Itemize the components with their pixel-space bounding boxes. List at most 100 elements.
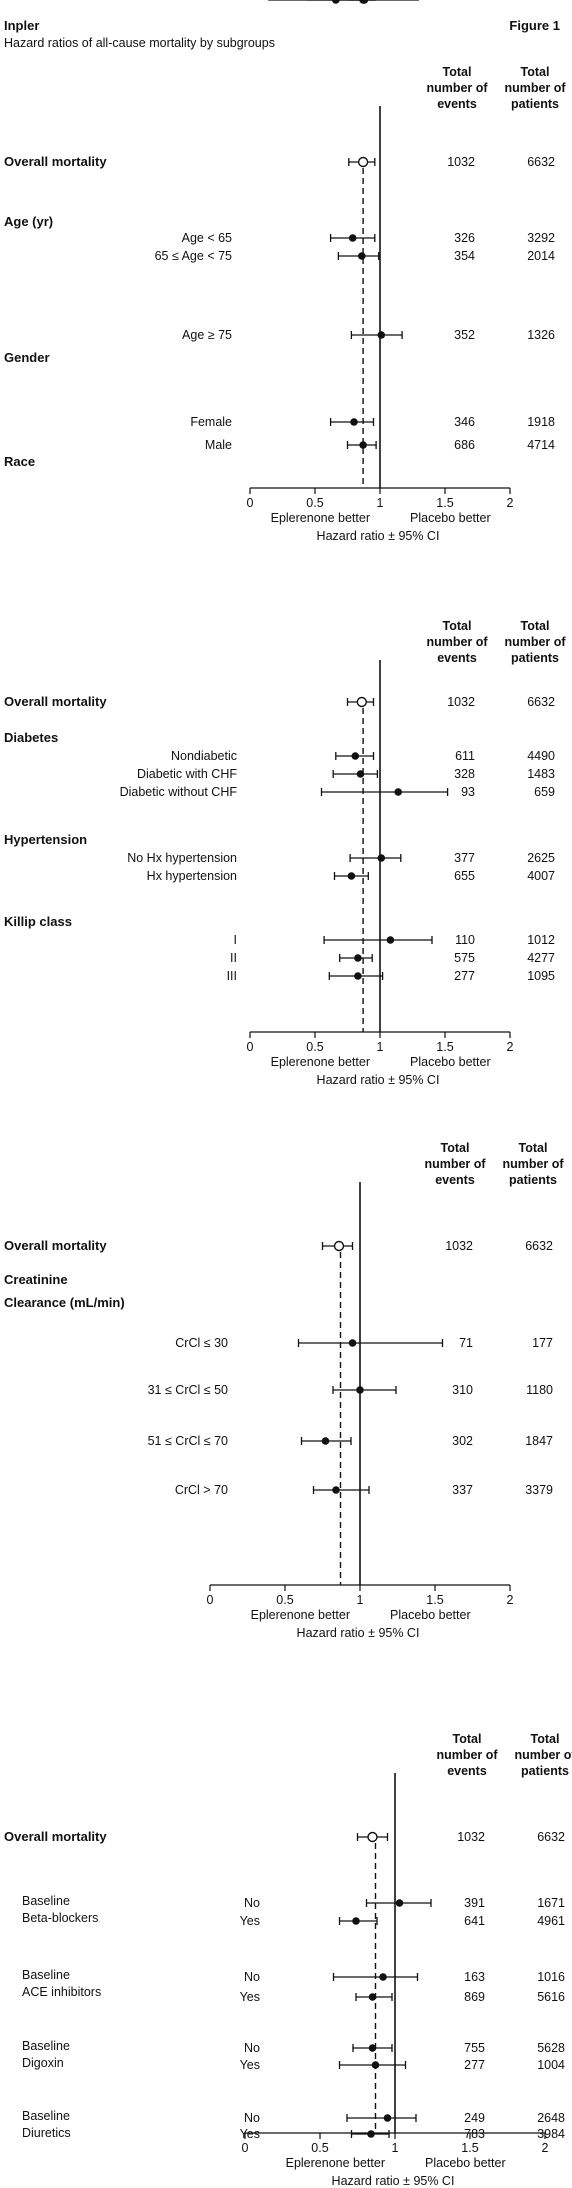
subgroup-label: Caucasian [173, 0, 232, 3]
subgroup-header: Race [4, 454, 35, 469]
subgroup-label: No [244, 1970, 260, 1984]
subgroup-label: Yes [240, 2127, 260, 2141]
events-value: 71 [459, 1336, 473, 1350]
hr-point [386, 936, 395, 944]
events-value: 1032 [445, 1239, 473, 1253]
subgroup-label: 65 ≤ Age < 75 [155, 249, 232, 263]
subgroup-label: Yes [240, 1914, 260, 1928]
subgroup-label: Yes [240, 1990, 260, 2004]
events-value: 249 [464, 2111, 485, 2125]
hr-point [321, 1437, 330, 1445]
hr-point [350, 418, 358, 426]
eplerenone-better-label: Eplerenone better [286, 2156, 385, 2170]
patients-value: 1918 [527, 415, 555, 429]
figure-subtitle: Hazard ratios of all-cause mortality by … [4, 36, 275, 50]
x-tick-label: 0.5 [306, 1040, 323, 1054]
patients-column-header: Total [519, 1141, 548, 1155]
x-tick-label: 1.5 [461, 2141, 478, 2155]
subgroup-label: IV [225, 0, 237, 3]
x-tick-label: 1 [377, 1040, 384, 1054]
events-value: 302 [452, 1434, 473, 1448]
events-column-header: events [437, 97, 477, 111]
patients-value: 4714 [527, 438, 555, 452]
x-tick-label: 0 [242, 2141, 249, 2155]
overall-hr-point [357, 156, 369, 168]
subgroup-label: CrCl ≤ 30 [175, 1336, 228, 1350]
events-value: 328 [454, 767, 475, 781]
patients-value: 5628 [537, 2041, 565, 2055]
hr-point [359, 441, 367, 449]
x-axis-title: Hazard ratio ± 95% CI [317, 1073, 440, 1087]
subgroup-label: 31 ≤ CrCl ≤ 50 [148, 1383, 228, 1397]
subgroup-label: No [244, 2041, 260, 2055]
placebo-better-label: Placebo better [390, 1608, 471, 1622]
x-tick-label: 0.5 [306, 496, 323, 510]
patients-value: 207 [534, 0, 555, 3]
events-value: 869 [464, 1990, 485, 2004]
x-tick-label: 2 [507, 1040, 514, 1054]
subgroup-label: Age < 65 [182, 231, 232, 245]
subgroup-header: Creatinine [4, 1272, 68, 1287]
forest-plot-diabetes-hypertension-killip: Total number of events Total number of patien… [4, 0, 566, 1087]
overall-hr-point [356, 696, 367, 708]
hr-point [351, 752, 360, 760]
patients-column-header: patients [509, 1173, 557, 1187]
patients-value: 2648 [537, 2111, 565, 2125]
x-tick-label: 2 [507, 496, 514, 510]
subgroup-label: Non-Caucasian [146, 0, 232, 3]
group-label: ACE inhibitors [22, 1985, 101, 1999]
x-tick-label: 2 [542, 2141, 549, 2155]
patients-value: 4007 [527, 869, 555, 883]
group-label: Beta-blockers [22, 1911, 98, 1925]
patients-value: 2625 [527, 851, 555, 865]
patients-value: 1671 [537, 1896, 565, 1910]
hr-point [395, 1899, 404, 1907]
hr-point [348, 234, 357, 242]
patients-value: 4961 [537, 1914, 565, 1928]
x-tick-label: 0.5 [276, 1593, 293, 1607]
patients-value: 1326 [527, 328, 555, 342]
subgroup-label: CrCl > 70 [175, 1483, 228, 1497]
patients-value: 6632 [537, 1830, 565, 1844]
patients-value: 5984 [527, 0, 555, 3]
hr-point [367, 2130, 375, 2138]
forest-plot-baseline-medications: Total number of events Total number of patien… [4, 1732, 572, 2188]
subgroup-header: Diabetes [4, 730, 58, 745]
hr-point [356, 1386, 364, 1394]
events-value: 911 [455, 0, 475, 3]
subgroup-label: III [227, 969, 237, 983]
hr-point [354, 954, 362, 962]
patients-value: 5616 [537, 1990, 565, 2004]
events-value: 377 [454, 851, 475, 865]
patients-value: 659 [534, 785, 555, 799]
subgroup-header: Clearance (mL/min) [4, 1295, 125, 1310]
patients-column-header: Total [521, 619, 550, 633]
overall-mortality-label: Overall mortality [4, 1829, 107, 1844]
hr-point [332, 1486, 340, 1494]
patients-value: 3292 [527, 231, 555, 245]
patients-column-header: patients [521, 1764, 569, 1778]
patients-value: 1016 [537, 1970, 565, 1984]
events-value: 163 [464, 1970, 485, 1984]
placebo-better-label: Placebo better [425, 2156, 506, 2170]
patients-value: 4277 [527, 951, 555, 965]
hr-point [377, 854, 386, 862]
patients-value: 1012 [527, 933, 555, 947]
x-tick-label: 1.5 [436, 496, 453, 510]
subgroup-label: No Hx hypertension [127, 851, 237, 865]
hr-point [368, 1993, 377, 2001]
patients-value: 3379 [525, 1483, 553, 1497]
x-tick-label: 1 [377, 496, 384, 510]
patients-column-header: number of [502, 1157, 564, 1171]
patients-value: 177 [532, 1336, 553, 1350]
patients-column-header: patients [511, 97, 559, 111]
hr-point [360, 0, 369, 4]
forest-plot-age-gender-race: Total number of events Total number of patien… [4, 0, 566, 543]
hr-point [358, 252, 366, 260]
figure-number: Figure 1 [509, 18, 560, 33]
group-label: Baseline [22, 1968, 70, 1982]
hr-point [379, 1973, 387, 1981]
overall-mortality-label: Overall mortality [4, 694, 107, 709]
x-axis-title: Hazard ratio ± 95% CI [317, 529, 440, 543]
patients-value: 1095 [527, 969, 555, 983]
